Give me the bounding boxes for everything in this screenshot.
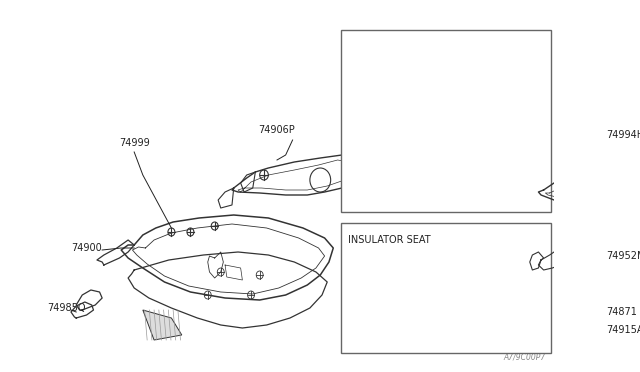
Text: 74999+A: 74999+A xyxy=(374,153,419,163)
Text: 74952M: 74952M xyxy=(606,251,640,261)
Text: 74871: 74871 xyxy=(606,307,637,317)
Bar xyxy=(340,223,551,353)
Polygon shape xyxy=(143,310,182,340)
Text: A7/9C00P7: A7/9C00P7 xyxy=(503,353,545,362)
Text: INSULATOR SEAT: INSULATOR SEAT xyxy=(348,235,430,245)
Text: 74985Q: 74985Q xyxy=(47,303,86,313)
Text: 74994H: 74994H xyxy=(606,130,640,140)
Bar xyxy=(340,30,551,212)
Text: 74999: 74999 xyxy=(119,138,150,148)
Text: 74915A: 74915A xyxy=(606,325,640,335)
Text: 74906P: 74906P xyxy=(259,125,296,135)
Text: 74900: 74900 xyxy=(71,243,102,253)
